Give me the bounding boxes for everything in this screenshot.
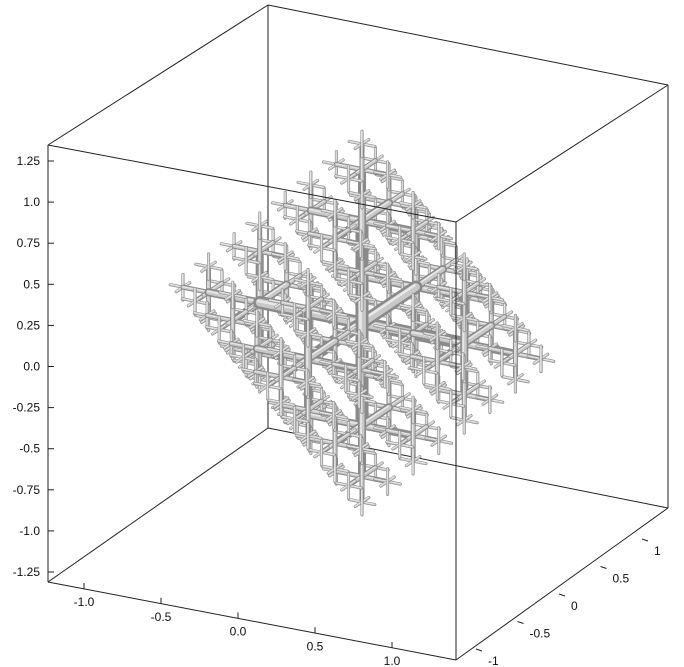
y-axis: 1 0.5 0 -0.5 -1 bbox=[475, 538, 661, 667]
x-tick-label: 0.0 bbox=[230, 625, 247, 639]
y-tick bbox=[641, 538, 649, 542]
y-tick-label: 1 bbox=[654, 544, 661, 558]
y-tick bbox=[600, 566, 607, 569]
z-tick-label: 1.0 bbox=[23, 195, 40, 209]
box-edge-front-top-right bbox=[455, 84, 669, 223]
box-edge-back-bottom-left bbox=[47, 427, 269, 583]
y-tick-label: 0 bbox=[571, 599, 578, 613]
box-edge-front-top bbox=[47, 144, 457, 223]
box-edge-back-right-top bbox=[267, 4, 669, 86]
z-tick-label: 1.25 bbox=[17, 154, 41, 168]
z-tick-label: -0.5 bbox=[19, 442, 40, 456]
x-tick-label: -1.0 bbox=[74, 595, 95, 609]
y-tick-label: 0.5 bbox=[613, 572, 630, 586]
y-tick-label: -0.5 bbox=[530, 627, 551, 641]
box-edge-back-top bbox=[47, 4, 269, 146]
y-tick bbox=[475, 648, 483, 652]
z-tick-label: -1.25 bbox=[13, 565, 41, 579]
box-edge-front-bottom bbox=[47, 581, 457, 661]
x-tick-label: 0.5 bbox=[307, 639, 324, 653]
x-axis: -1.0 -0.5 0.0 0.5 1.0 bbox=[74, 583, 401, 667]
z-tick-label: -0.75 bbox=[13, 483, 41, 497]
z-tick-label: -1.0 bbox=[19, 524, 40, 538]
z-tick-label: -0.25 bbox=[13, 401, 41, 415]
bounding-box-front bbox=[47, 84, 669, 661]
fractal-structure bbox=[168, 129, 556, 517]
z-tick-label: 0.75 bbox=[17, 236, 41, 250]
box-edge-bottom-right bbox=[455, 507, 669, 661]
x-tick-label: -0.5 bbox=[151, 610, 172, 624]
z-tick-label: 0.25 bbox=[17, 318, 41, 332]
z-tick-label: 0.0 bbox=[23, 360, 40, 374]
z-tick-label: 0.5 bbox=[23, 277, 40, 291]
x-tick-label: 1.0 bbox=[384, 654, 401, 667]
y-tick bbox=[558, 593, 566, 597]
z-axis: 1.25 1.0 0.75 0.5 0.25 0.0 -0.25 -0.5 -0.75 -1.0 -… bbox=[13, 154, 54, 579]
y-tick-label: -1 bbox=[488, 654, 499, 667]
y-tick bbox=[517, 621, 524, 624]
